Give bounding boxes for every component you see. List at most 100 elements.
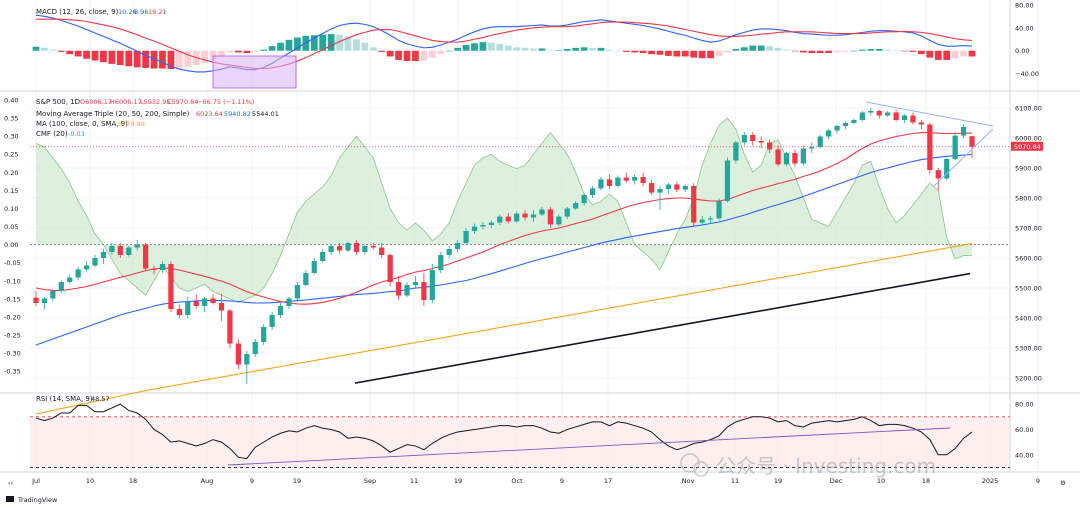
macd-histogram-bar <box>386 50 394 57</box>
candle-body <box>404 285 410 296</box>
macd-histogram-bar <box>842 50 849 52</box>
ma200-line <box>35 242 973 415</box>
candle-body <box>767 142 773 150</box>
price-tick-label: 5800.00 <box>1015 195 1042 203</box>
macd-histogram-bar <box>530 48 537 51</box>
macd-histogram-bar <box>825 50 833 54</box>
candle-body <box>691 186 697 223</box>
candle-body <box>539 209 545 215</box>
candle-body <box>514 213 520 222</box>
candle-body <box>665 184 672 189</box>
candle-body <box>530 214 537 218</box>
candle-body <box>379 247 385 255</box>
candle-body <box>395 282 402 296</box>
macd-histogram-bar <box>884 49 892 51</box>
candle-body <box>792 153 798 164</box>
cmf-line <box>35 117 972 303</box>
main-legend: S&P 500, 1D O6006.17 H6006.17 L5932.95 C… <box>36 98 279 138</box>
candle-body <box>362 246 368 252</box>
candle-body <box>67 277 73 282</box>
candle-body <box>269 315 275 327</box>
macd-histogram-bar <box>740 47 748 51</box>
cmf-tick-label: 0.30 <box>4 133 18 141</box>
candle-body <box>564 208 570 217</box>
cmf-tick-label: -0.20 <box>4 313 21 321</box>
cmf-tick-label: 0.10 <box>4 205 18 213</box>
candle-body <box>724 160 731 201</box>
macd-histogram-bar <box>538 48 546 51</box>
candle-body <box>41 298 48 303</box>
triangle-upper-line <box>865 101 994 127</box>
macd-histogram-bar <box>41 47 48 51</box>
macd-histogram-bar <box>344 36 352 51</box>
macd-histogram-bar <box>83 50 90 59</box>
macd-histogram-bar <box>361 42 369 51</box>
macd-histogram-bar <box>943 50 951 60</box>
candle-body <box>252 342 258 354</box>
macd-histogram-bar <box>774 47 782 51</box>
candle-body <box>901 115 908 120</box>
macd-histogram-bar <box>732 49 740 51</box>
rsi-legend: RSI (14, SMA, 9) 48.57 <box>36 395 110 403</box>
macd-histogram-bar <box>479 42 487 51</box>
candle-body <box>606 179 613 186</box>
price-tick-label: 5200.00 <box>1015 375 1042 383</box>
macd-histogram-bar <box>209 50 217 60</box>
macd-histogram-bar <box>420 50 428 61</box>
time-tick-label: 19 <box>454 477 462 485</box>
macd-histogram-bar <box>403 50 411 62</box>
macd-histogram-bar <box>622 50 630 52</box>
price-tick-label: 6000.00 <box>1015 135 1042 143</box>
macd-histogram-bar <box>133 50 141 68</box>
candle-body <box>809 147 815 149</box>
candle-body <box>438 255 444 270</box>
settings-gear-icon[interactable]: ⚙ <box>1060 479 1066 487</box>
macd-histogram-bar <box>580 47 588 51</box>
candle-body <box>522 213 528 218</box>
cmf-legend-title: CMF (20) <box>36 130 68 138</box>
candle-body <box>50 291 56 299</box>
last-price-badge <box>1011 141 1043 151</box>
candle-body <box>244 354 250 365</box>
candle-body <box>758 141 764 143</box>
macd-histogram-bar <box>867 49 875 51</box>
candle-body <box>589 188 596 195</box>
candle-body <box>421 282 427 300</box>
candle-body <box>294 285 301 299</box>
candle-body <box>210 298 216 303</box>
candle-body <box>952 135 958 159</box>
candle-body <box>277 306 284 315</box>
macd-histogram-bar <box>951 50 959 59</box>
macd-histogram-bar <box>116 50 124 66</box>
candle-body <box>185 301 191 315</box>
macd-histogram-bar <box>833 50 841 53</box>
candle-body <box>674 184 680 190</box>
candle-body <box>632 177 638 181</box>
cmf-tick-label: 0.00 <box>4 241 18 249</box>
macd-histogram-bar <box>572 47 580 51</box>
triangle-pattern <box>865 101 994 187</box>
cmf-tick-label: -0.05 <box>4 259 21 267</box>
candle-body <box>336 246 343 251</box>
candle-body <box>893 112 899 120</box>
macd-histogram-bar <box>648 50 655 55</box>
cmf-tick-label: 0.40 <box>4 97 18 105</box>
ma20-line <box>35 132 973 305</box>
tradingview-brand-label: TradingView <box>17 496 58 504</box>
price-tick-label: 5400.00 <box>1015 315 1042 323</box>
macd-histogram-bar <box>724 50 731 53</box>
candle-body <box>817 136 823 147</box>
scroll-left-icon[interactable]: ‹› <box>8 479 14 487</box>
candle-body <box>303 273 309 285</box>
candle-body <box>969 136 975 147</box>
macd-histogram-bar <box>521 47 529 51</box>
macd-histogram-bar <box>698 50 706 59</box>
cmf-axis: 0.40 0.35 0.30 0.25 0.20 0.15 0.10 0.05 0.00 -0.0… <box>4 97 21 376</box>
candle-body <box>387 255 393 282</box>
macd-legend-title: MACD (12, 26, close, 9) <box>36 8 119 16</box>
price-tick-label: 6100.00 <box>1015 105 1042 113</box>
time-tick-label: Dec <box>830 477 843 485</box>
macd-histogram <box>32 34 976 70</box>
macd-histogram-bar <box>108 50 116 64</box>
